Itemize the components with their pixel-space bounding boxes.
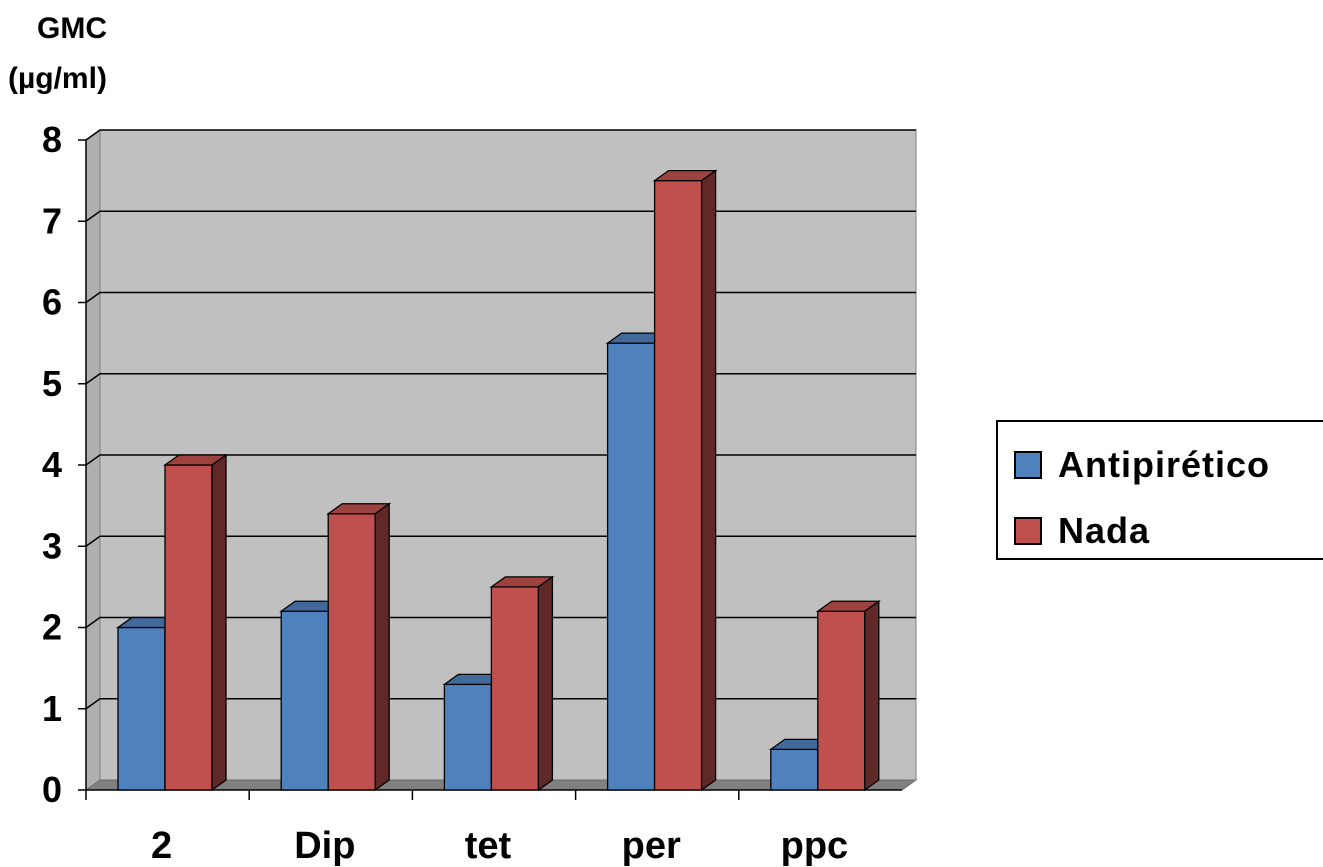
bar-antipiretico-tet: [443, 683, 493, 791]
x-tick-label: Dip: [294, 825, 355, 867]
gridline-8: [85, 129, 916, 141]
bar-nada-2: [164, 464, 213, 791]
x-tick-label: per: [622, 825, 681, 867]
y-tick-label: 1: [42, 688, 62, 729]
legend-label-nada: Nada: [1058, 510, 1151, 551]
y-tick-label: 3: [42, 525, 62, 566]
y-axis-title-line-1: GMC: [37, 12, 107, 45]
bar-nada-tet: [490, 586, 540, 791]
y-tick-label: 7: [42, 200, 62, 241]
gridline-7: [85, 210, 916, 222]
bar-side-nada-tet: [537, 575, 554, 792]
x-tick-label: 2: [151, 825, 172, 867]
y-axis-title-line-2: (µg/ml): [8, 62, 107, 95]
x-tick-label: tet: [465, 825, 512, 867]
y-tick-label: 8: [42, 119, 62, 160]
bar-antipiretico-2: [117, 626, 166, 791]
legend-swatch-nada: [1014, 517, 1042, 545]
bar-nada-ppc: [817, 610, 866, 791]
legend-item-nada: Nada: [1014, 510, 1150, 552]
bar-antipiretico-dip: [280, 610, 329, 791]
y-tick-label: 4: [42, 444, 62, 485]
bar-side-nada-per: [700, 169, 717, 792]
bar-nada-per: [653, 179, 703, 791]
bar-antipiretico-per: [606, 342, 656, 791]
x-tick-label: ppc: [781, 825, 849, 867]
legend-label-antipiretico: Antipirético: [1058, 444, 1271, 485]
bar-side-nada-dip: [374, 502, 390, 792]
gridline-6: [85, 291, 916, 304]
bar-side-nada-2: [211, 453, 227, 792]
bar-side-nada-ppc: [864, 599, 880, 792]
y-tick-label: 5: [42, 363, 62, 404]
y-tick-label: 6: [42, 282, 62, 323]
legend-swatch-antipiretico: [1014, 451, 1042, 479]
y-tick-label: 2: [42, 607, 62, 648]
legend: Antipirético Nada: [996, 420, 1323, 560]
y-tick-label: 0: [42, 769, 62, 810]
legend-item-antipiretico: Antipirético: [1014, 444, 1270, 486]
bar-antipiretico-ppc: [770, 748, 819, 791]
bar-nada-dip: [327, 513, 376, 791]
